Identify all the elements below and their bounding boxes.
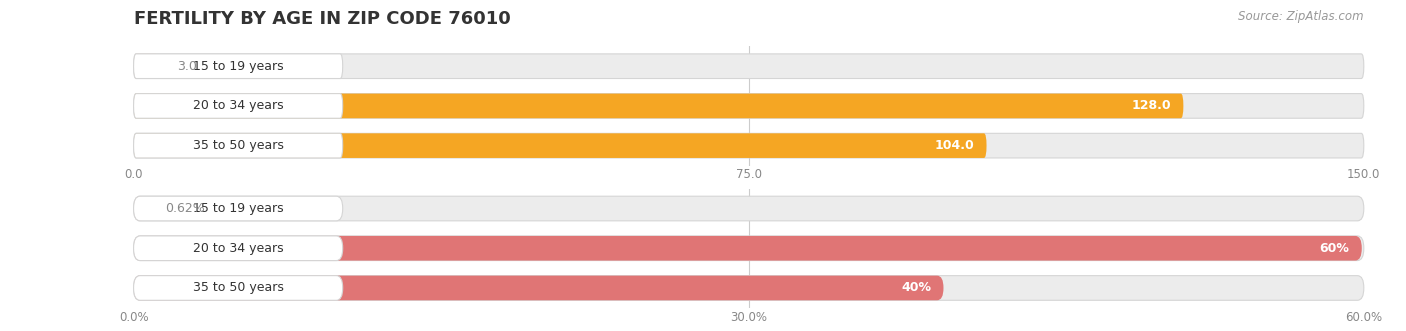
FancyBboxPatch shape bbox=[134, 236, 343, 260]
Text: 40%: 40% bbox=[901, 281, 931, 295]
Text: 20 to 34 years: 20 to 34 years bbox=[193, 99, 284, 113]
FancyBboxPatch shape bbox=[134, 133, 987, 158]
FancyBboxPatch shape bbox=[134, 54, 159, 78]
FancyBboxPatch shape bbox=[134, 196, 146, 221]
FancyBboxPatch shape bbox=[134, 236, 1362, 260]
Text: 35 to 50 years: 35 to 50 years bbox=[193, 139, 284, 152]
FancyBboxPatch shape bbox=[134, 276, 343, 300]
Text: 60%: 60% bbox=[1320, 242, 1350, 255]
Text: Source: ZipAtlas.com: Source: ZipAtlas.com bbox=[1239, 10, 1364, 23]
Text: 0.62%: 0.62% bbox=[165, 202, 204, 215]
FancyBboxPatch shape bbox=[134, 196, 343, 221]
Text: FERTILITY BY AGE IN ZIP CODE 76010: FERTILITY BY AGE IN ZIP CODE 76010 bbox=[134, 10, 510, 28]
Text: 35 to 50 years: 35 to 50 years bbox=[193, 281, 284, 295]
FancyBboxPatch shape bbox=[134, 133, 1364, 158]
FancyBboxPatch shape bbox=[134, 54, 343, 78]
Text: 15 to 19 years: 15 to 19 years bbox=[193, 60, 284, 73]
FancyBboxPatch shape bbox=[134, 236, 1364, 260]
FancyBboxPatch shape bbox=[134, 276, 943, 300]
Text: 20 to 34 years: 20 to 34 years bbox=[193, 242, 284, 255]
FancyBboxPatch shape bbox=[134, 94, 1184, 118]
FancyBboxPatch shape bbox=[134, 133, 343, 158]
FancyBboxPatch shape bbox=[134, 276, 1364, 300]
Text: 104.0: 104.0 bbox=[935, 139, 974, 152]
FancyBboxPatch shape bbox=[134, 94, 343, 118]
Text: 15 to 19 years: 15 to 19 years bbox=[193, 202, 284, 215]
FancyBboxPatch shape bbox=[134, 54, 1364, 78]
FancyBboxPatch shape bbox=[134, 196, 1364, 221]
Text: 128.0: 128.0 bbox=[1132, 99, 1171, 113]
FancyBboxPatch shape bbox=[134, 94, 1364, 118]
Text: 3.0: 3.0 bbox=[177, 60, 197, 73]
